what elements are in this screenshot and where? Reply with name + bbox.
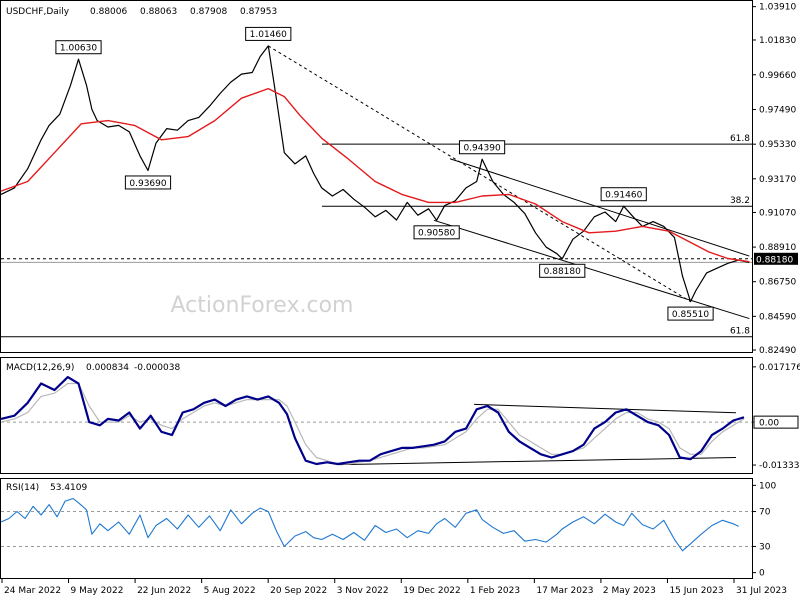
series-rsi-line [0, 497, 739, 552]
rsi-plot [0, 497, 752, 552]
macd-y-tick-label: -0.013334 [759, 461, 800, 471]
rsi-y-tick-label: 30 [759, 542, 771, 552]
x-tick-label: 22 Jun 2022 [137, 586, 191, 596]
macd-current-badge [753, 415, 799, 429]
macd-trendline [337, 457, 736, 466]
annotation-label: 0.90580 [418, 229, 455, 239]
annotation-box [413, 225, 460, 240]
macd-y-tick-label: 0.017176 [759, 363, 800, 373]
annotation-box [600, 187, 647, 202]
price-y-tick-label: 0.97490 [759, 106, 796, 116]
annotation-box [124, 175, 172, 190]
annotation-label: 1.01460 [250, 30, 287, 40]
x-tick-label: 9 May 2022 [71, 586, 124, 596]
price-high: 0.88063 [140, 7, 177, 17]
price-y-tick-label: 1.01830 [759, 36, 796, 46]
price-title: USDCHF,Daily [6, 7, 70, 17]
x-tick-label: 17 Mar 2023 [536, 586, 593, 596]
rsi-y-tick-label: 70 [759, 508, 771, 518]
series-price-line [0, 45, 750, 303]
annotation-box [458, 140, 506, 155]
x-tick-label: 5 Aug 2022 [204, 586, 256, 596]
price-y-tick-label: 0.88910 [759, 243, 796, 253]
fib-level-label: 38.2 [730, 196, 750, 206]
watermark-text: ActionForex.com [171, 293, 354, 318]
annotation-label: 0.91460 [605, 191, 642, 201]
current-price-badge-label: 0.88180 [756, 255, 793, 265]
rsi-panel-frame [0, 478, 753, 579]
fib-level-label: 61.8 [730, 134, 750, 144]
annotation-label: 0.94390 [463, 144, 500, 154]
fib-level-label: 61.8 [730, 327, 750, 337]
channel-line [268, 45, 691, 303]
price-close: 0.87953 [240, 7, 277, 17]
macd-signal-value: -0.000038 [134, 363, 180, 373]
annotation-box [245, 26, 292, 41]
rsi-y-tick-label: 0 [759, 569, 765, 579]
x-tick-label: 19 Dec 2022 [403, 586, 461, 596]
x-tick-label: 3 Nov 2022 [337, 586, 389, 596]
x-tick-label: 2 May 2023 [603, 586, 656, 596]
annotation-label: 0.85510 [672, 310, 709, 320]
price-y-tick-label: 0.93170 [759, 175, 796, 185]
price-plot: 61.8 38.2 61.8 1.00630 1.01460 0.93690 0.90580… [0, 26, 752, 338]
price-y-tick-label: 0.91070 [759, 208, 796, 218]
price-y-tick-label: 0.86750 [759, 278, 796, 288]
macd-trendline [474, 403, 736, 414]
price-low: 0.87908 [190, 7, 227, 17]
annotation-label: 0.88180 [544, 267, 581, 277]
price-y-tick-label: 0.95330 [759, 140, 796, 150]
annotation-label: 0.93690 [129, 179, 166, 189]
annotation-box [539, 263, 586, 278]
macd-value: 0.000834 [86, 363, 129, 373]
price-y-tick-label: 0.99660 [759, 71, 796, 81]
rsi-title: RSI(14) [6, 483, 39, 493]
price-y-tick-label: 0.84590 [759, 312, 796, 322]
x-axis: 24 Mar 2022 9 May 2022 22 Jun 2022 5 Aug 20… [1, 578, 787, 596]
price-panel-frame [0, 0, 753, 353]
macd-plot [0, 376, 752, 466]
annotation-box [55, 40, 102, 55]
channel-line [449, 158, 750, 257]
rsi-value: 53.4109 [50, 483, 87, 493]
current-price-badge [754, 252, 798, 265]
macd-title: MACD(12,26,9) [6, 363, 74, 373]
y-axes: 1.03910 1.01830 0.99660 0.97490 0.95330 0.931… [752, 3, 800, 579]
channel-line [433, 219, 750, 320]
macd-current-badge-label: 0.00 [759, 419, 779, 429]
price-open: 0.88006 [90, 7, 127, 17]
price-y-tick-label: 0.82490 [759, 346, 796, 356]
x-tick-label: 31 Jul 2023 [736, 586, 787, 596]
series-ma-line [0, 87, 750, 263]
annotation-label: 1.00630 [60, 44, 97, 54]
rsi-y-tick-label: 100 [759, 481, 776, 491]
x-tick-label: 15 Jun 2023 [669, 586, 723, 596]
x-tick-label: 24 Mar 2022 [4, 586, 61, 596]
price-y-tick-label: 1.03910 [759, 3, 796, 13]
x-tick-label: 1 Feb 2023 [470, 586, 520, 596]
x-tick-label: 20 Sep 2022 [270, 586, 327, 596]
series-macd-line [0, 376, 745, 466]
annotation-box [667, 306, 714, 321]
